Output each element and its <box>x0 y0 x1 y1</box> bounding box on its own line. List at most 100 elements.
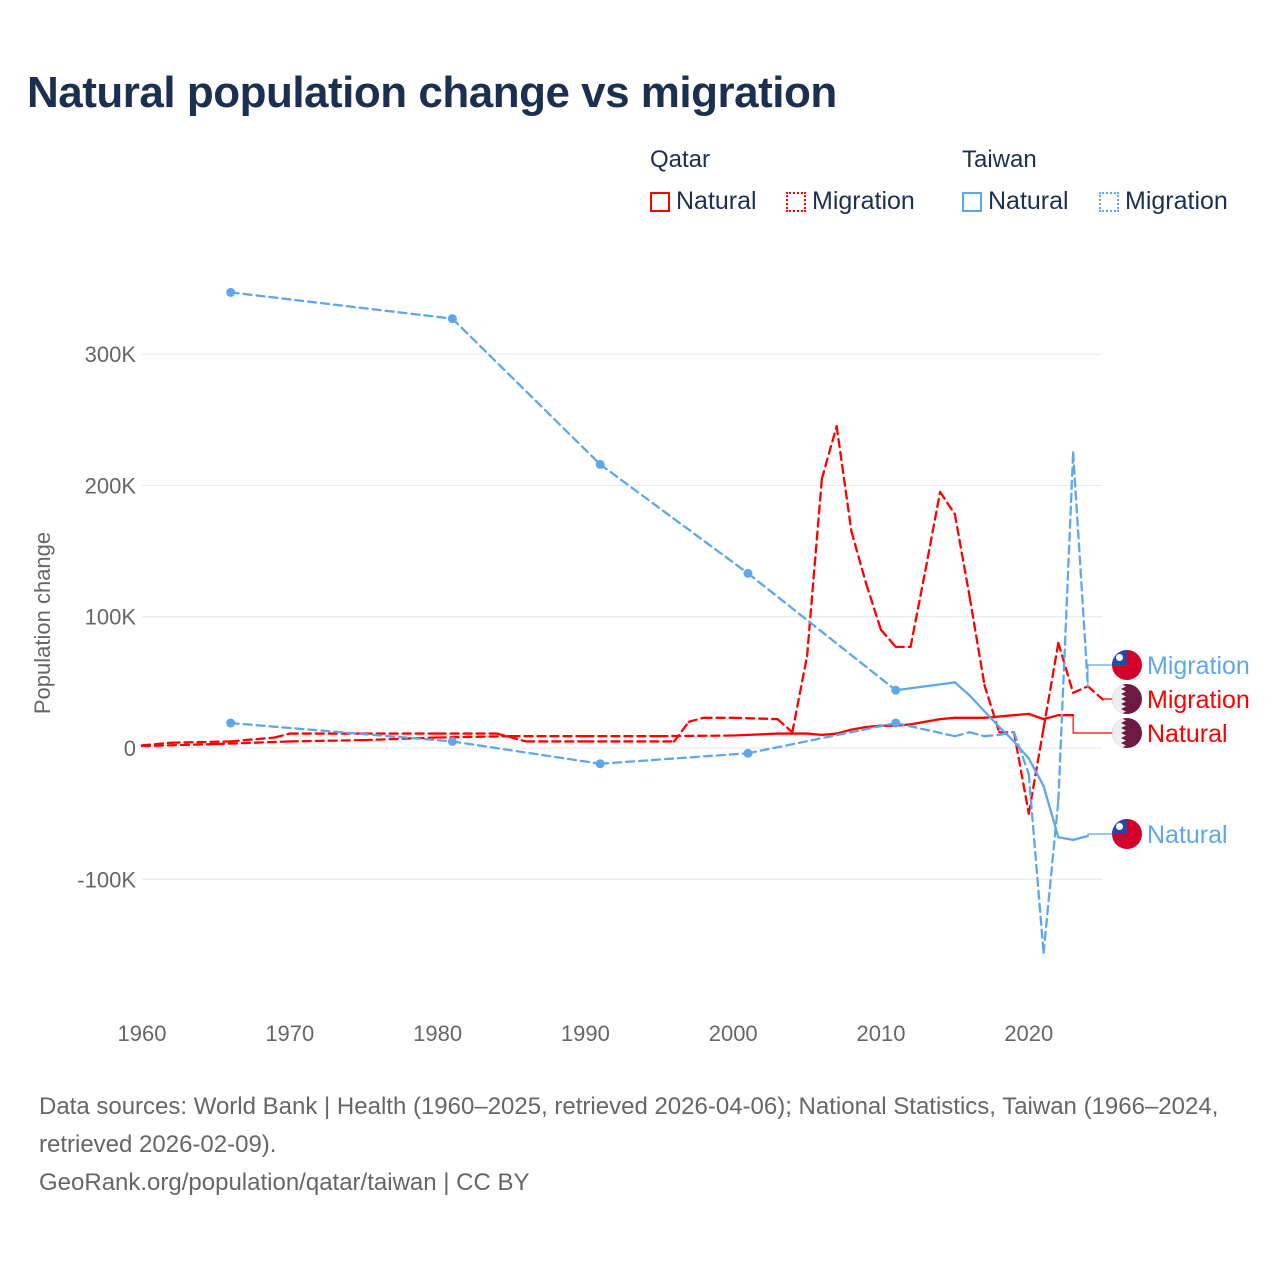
series-segment <box>865 582 883 631</box>
series-segment <box>451 740 602 765</box>
y-tick-label: 300K <box>85 342 137 367</box>
line-chart: 300K 200K 100K 0 -100K 1960 1970 1980 1990 2000 20… <box>30 287 1250 1046</box>
page-title: Natural population change vs migration <box>27 68 837 117</box>
series-segment <box>1042 641 1060 730</box>
legend-label: Natural <box>988 187 1069 215</box>
series-segment <box>658 734 735 738</box>
series-segment <box>362 736 439 742</box>
series-segment <box>229 736 277 743</box>
flag-body <box>1112 819 1142 849</box>
series-segment <box>170 740 232 744</box>
series-segment <box>835 425 853 533</box>
data-point <box>447 314 457 324</box>
series-segment <box>968 731 986 738</box>
series-segment <box>953 513 971 599</box>
data-point <box>743 748 753 758</box>
series-segment <box>983 715 1001 719</box>
series-segment <box>672 720 691 743</box>
series-end-label: Migration <box>1147 652 1250 680</box>
data-sources: Data sources: World Bank | Health (1960–… <box>39 1093 1219 1158</box>
series-segment <box>1027 773 1045 954</box>
series-segment <box>140 742 218 748</box>
label-leader-line <box>1087 833 1112 836</box>
series-segment <box>953 681 971 697</box>
legend-label: Migration <box>1125 187 1228 215</box>
x-tick-label: 2010 <box>857 1021 906 1046</box>
x-tick-label: 1980 <box>413 1021 462 1046</box>
qatar-flag-icon <box>1112 718 1142 748</box>
series-segment <box>820 732 838 737</box>
series-qatar-natural <box>140 712 1075 748</box>
series-segment <box>1071 685 1090 695</box>
flag-white-sun <box>1116 823 1123 830</box>
series-segment <box>983 733 1001 738</box>
series-segment <box>140 741 173 747</box>
series-segment <box>938 490 957 516</box>
series-segment <box>1057 836 1075 842</box>
legend-swatch-solid <box>962 191 982 212</box>
data-point <box>447 736 457 746</box>
series-segment <box>1042 714 1060 721</box>
series-segment <box>805 732 824 737</box>
series-segment <box>835 728 853 735</box>
series-segment <box>273 732 291 739</box>
series-segment <box>746 733 764 737</box>
series-segment <box>761 732 779 736</box>
series-segment <box>1012 712 1030 717</box>
y-axis-label: Population change <box>30 532 55 714</box>
data-point <box>743 568 753 578</box>
flag-body <box>1112 650 1142 680</box>
flag-white-serration <box>1112 684 1126 714</box>
series-taiwan-migration <box>226 451 1090 954</box>
data-point <box>226 718 236 728</box>
series-segment <box>776 717 794 734</box>
series-segment <box>214 740 291 746</box>
data-point <box>595 759 605 769</box>
series-segment <box>732 733 750 737</box>
series-segment <box>938 716 957 721</box>
footer: Data sources: World Bank | Health (1960–… <box>39 1088 1259 1202</box>
credit-link[interactable]: GeoRank.org/population/qatar/taiwan | CC… <box>39 1169 530 1196</box>
flag-body <box>1112 718 1142 748</box>
series-segment <box>599 463 750 575</box>
series-segment <box>495 732 528 743</box>
series-end-label: Natural <box>1147 720 1228 748</box>
series-segment <box>687 716 705 723</box>
x-tick-label: 1960 <box>118 1021 167 1046</box>
flag-white-sun <box>1116 654 1123 661</box>
data-point <box>595 459 605 469</box>
series-segment <box>998 714 1016 718</box>
qatar-flag-icon <box>1112 684 1142 714</box>
series-segment <box>924 717 942 723</box>
taiwan-flag-icon <box>1112 819 1142 849</box>
series-segment <box>894 721 957 738</box>
x-tick-label: 1970 <box>265 1021 314 1046</box>
series-segment <box>288 738 365 743</box>
series-taiwan-natural <box>226 287 1090 842</box>
series-segment <box>732 716 779 721</box>
legend-qatar-migration[interactable]: Migration <box>786 187 915 216</box>
legend-swatch-solid <box>650 191 670 212</box>
series-segment <box>599 752 750 765</box>
series-segment <box>968 595 986 687</box>
series-segment <box>1086 685 1104 701</box>
series-segment <box>983 710 1001 729</box>
legend-swatch-dashed <box>1099 191 1119 212</box>
y-tick-label: 0 <box>124 736 136 761</box>
legend-taiwan-migration[interactable]: Migration <box>1099 187 1228 216</box>
series-end-label: Natural <box>1147 821 1228 849</box>
series-segment <box>229 721 454 743</box>
series-segment <box>850 530 868 586</box>
series-segment <box>953 731 971 738</box>
data-point <box>226 287 236 297</box>
series-segment <box>1057 451 1075 802</box>
legend-qatar-natural[interactable]: Natural <box>650 187 757 216</box>
series-segment <box>1012 731 1030 776</box>
y-tick-label: 200K <box>85 473 137 498</box>
x-tick-label: 2000 <box>709 1021 758 1046</box>
series-end-label: Migration <box>1147 686 1250 714</box>
series-segment <box>998 731 1016 737</box>
y-tick-label: -100K <box>77 867 136 892</box>
legend-taiwan-natural[interactable]: Natural <box>962 187 1069 216</box>
